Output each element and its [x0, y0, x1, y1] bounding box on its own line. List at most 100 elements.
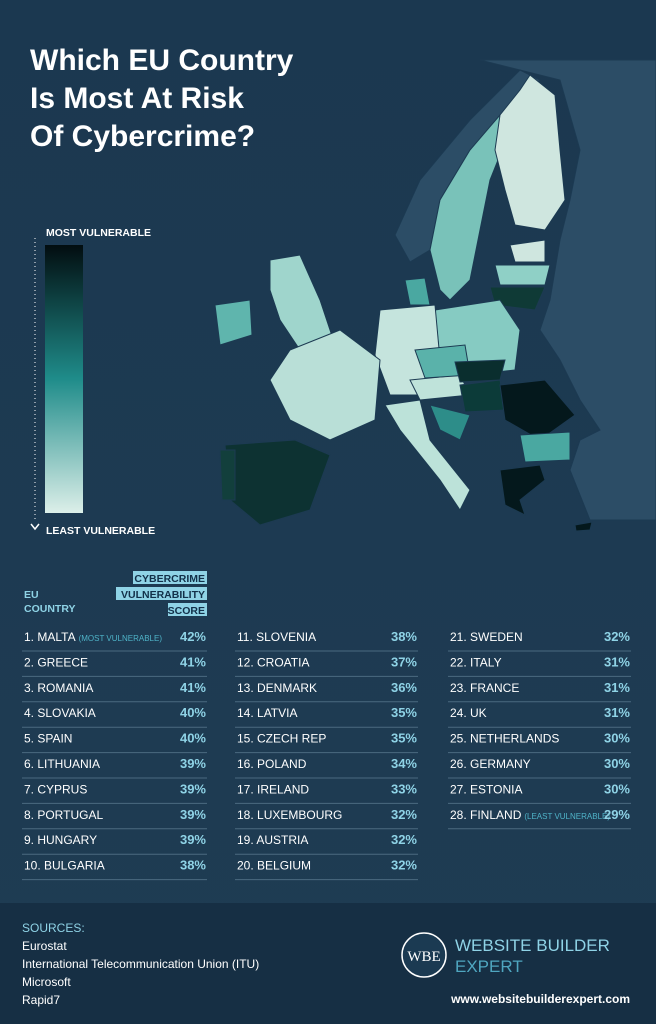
header-score: VULNERABILITY [121, 589, 205, 601]
score: 32% [391, 807, 417, 822]
footer-band [0, 903, 656, 1024]
row-label: 8. PORTUGAL [24, 808, 103, 822]
source: Microsoft [22, 975, 71, 989]
row-note: (MOST VULNERABLE) [79, 634, 163, 643]
header-score: SCORE [168, 605, 205, 617]
country-name: 12. CROATIA [237, 655, 309, 669]
row-label: 4. SLOVAKIA [24, 706, 96, 720]
row-label: 9. HUNGARY [24, 833, 97, 847]
score: 36% [391, 680, 417, 695]
country-name: 27. ESTONIA [450, 782, 522, 796]
legend-arrow [30, 523, 40, 531]
country-name: 4. SLOVAKIA [24, 706, 96, 720]
score: 31% [604, 705, 630, 720]
country-name: 16. POLAND [237, 757, 307, 771]
score: 39% [180, 756, 206, 771]
header-country: EU [24, 589, 39, 601]
score: 40% [180, 731, 206, 746]
country-name: 3. ROMANIA [24, 681, 93, 695]
row-label: 10. BULGARIA [24, 859, 105, 873]
legend-gradient [45, 245, 83, 513]
country-name: 21. SWEDEN [450, 630, 523, 644]
title-line: Of Cybercrime? [30, 120, 255, 153]
row-label: 1. MALTA (MOST VULNERABLE) [24, 630, 162, 644]
score: 30% [604, 756, 630, 771]
map-country [489, 286, 546, 311]
country-name: 20. BELGIUM [237, 859, 311, 873]
country-name: 14. LATVIA [237, 706, 297, 720]
logo-circle [401, 932, 447, 978]
row-label: 26. GERMANY [450, 757, 531, 771]
score: 32% [391, 832, 417, 847]
row-label: 16. POLAND [237, 757, 307, 771]
country-name: 13. DENMARK [237, 681, 317, 695]
map-country [219, 449, 236, 501]
map-country [459, 379, 506, 413]
header-highlight [133, 571, 207, 584]
brand-name: EXPERT [455, 957, 523, 976]
source: International Telecommunication Union (I… [22, 957, 259, 971]
row-label: 19. AUSTRIA [237, 833, 308, 847]
row-label: 28. FINLAND (LEAST VULNERABLE) [450, 808, 610, 822]
row-label: 20. BELGIUM [237, 859, 311, 873]
country-name: 5. SPAIN [24, 732, 72, 746]
row-label: 14. LATVIA [237, 706, 297, 720]
country-name: 15. CZECH REP [237, 732, 326, 746]
row-label: 23. FRANCE [450, 681, 519, 695]
map-country [384, 399, 471, 511]
brand-url: www.websitebuilderexpert.com [450, 992, 630, 1006]
country-name: 17. IRELAND [237, 782, 309, 796]
source: Eurostat [22, 939, 67, 953]
row-label: 24. UK [450, 706, 487, 720]
score: 38% [391, 629, 417, 644]
score: 38% [180, 858, 206, 873]
country-name: 11. SLOVENIA [237, 630, 316, 644]
score: 30% [604, 781, 630, 796]
country-name: 26. GERMANY [450, 757, 531, 771]
score: 32% [391, 858, 417, 873]
row-label: 2. GREECE [24, 655, 88, 669]
legend-bottom: LEAST VULNERABLE [46, 525, 155, 537]
map-country [494, 74, 566, 231]
score: 41% [180, 680, 206, 695]
country-name: 18. LUXEMBOURG [237, 808, 342, 822]
map-country [574, 521, 593, 532]
score: 34% [391, 756, 417, 771]
row-label: 21. SWEDEN [450, 630, 523, 644]
row-label: 15. CZECH REP [237, 732, 326, 746]
country-name: 6. LITHUANIA [24, 757, 100, 771]
brand-name: WEBSITE BUILDER [455, 936, 610, 955]
map-country [509, 239, 546, 263]
row-label: 22. ITALY [450, 655, 502, 669]
score: 40% [180, 705, 206, 720]
country-name: 19. AUSTRIA [237, 833, 308, 847]
country-name: 9. HUNGARY [24, 833, 97, 847]
score: 31% [604, 654, 630, 669]
map [214, 59, 656, 532]
score: 30% [604, 731, 630, 746]
row-label: 3. ROMANIA [24, 681, 93, 695]
country-name: 1. MALTA [24, 630, 76, 644]
map-country [494, 264, 551, 286]
country-name: 2. GREECE [24, 655, 88, 669]
map-country [499, 464, 546, 516]
row-label: 12. CROATIA [237, 655, 309, 669]
score: 32% [604, 629, 630, 644]
score: 39% [180, 832, 206, 847]
row-label: 25. NETHERLANDS [450, 732, 559, 746]
source: Rapid7 [22, 993, 60, 1007]
map-country [499, 379, 576, 441]
score: 35% [391, 705, 417, 720]
country-name: 8. PORTUGAL [24, 808, 103, 822]
title-line: Which EU Country [30, 44, 294, 77]
score: 39% [180, 807, 206, 822]
score: 37% [391, 654, 417, 669]
country-name: 25. NETHERLANDS [450, 732, 559, 746]
map-country [269, 329, 381, 441]
title-line: Is Most At Risk [30, 82, 244, 115]
legend-top: MOST VULNERABLE [46, 227, 151, 239]
score: 42% [180, 629, 206, 644]
header-country: COUNTRY [24, 603, 76, 615]
score: 41% [180, 654, 206, 669]
